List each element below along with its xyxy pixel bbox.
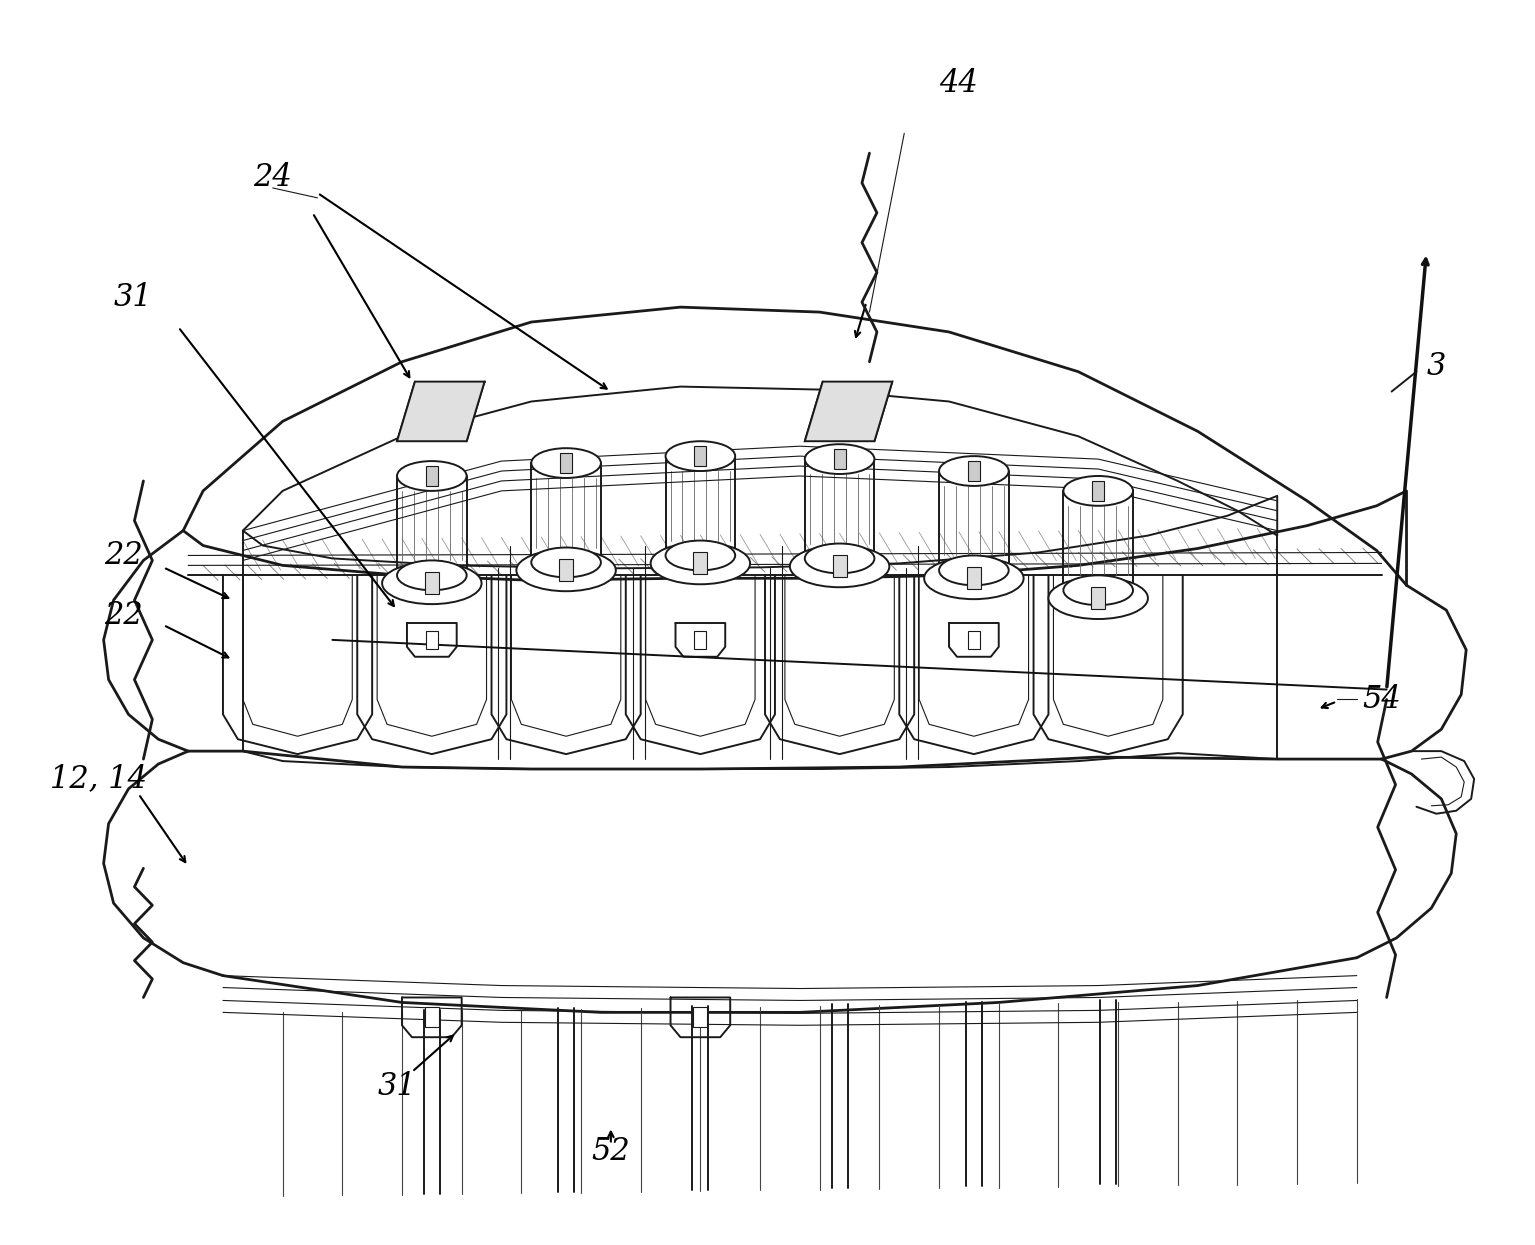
- Bar: [969, 631, 979, 649]
- Ellipse shape: [804, 444, 875, 474]
- Ellipse shape: [516, 549, 616, 591]
- Ellipse shape: [804, 544, 875, 574]
- Ellipse shape: [651, 543, 751, 584]
- Bar: [425, 573, 439, 594]
- Bar: [425, 466, 437, 486]
- Text: 12, 14: 12, 14: [51, 763, 147, 794]
- Ellipse shape: [1064, 575, 1133, 605]
- Ellipse shape: [939, 555, 1008, 585]
- Ellipse shape: [1048, 578, 1148, 619]
- Text: 24: 24: [253, 163, 292, 193]
- Ellipse shape: [398, 461, 467, 491]
- Bar: [425, 1007, 439, 1027]
- Ellipse shape: [791, 545, 889, 588]
- Ellipse shape: [1064, 476, 1133, 505]
- Bar: [694, 553, 708, 574]
- Text: 22: 22: [104, 600, 143, 630]
- Ellipse shape: [666, 441, 735, 471]
- Ellipse shape: [924, 558, 1024, 599]
- Ellipse shape: [382, 563, 482, 604]
- Bar: [694, 631, 706, 649]
- Text: 44: 44: [939, 68, 978, 100]
- Bar: [834, 449, 846, 469]
- Polygon shape: [398, 382, 485, 441]
- Ellipse shape: [939, 456, 1008, 486]
- Text: 3: 3: [1426, 351, 1446, 382]
- Polygon shape: [804, 382, 892, 441]
- Bar: [560, 453, 573, 473]
- Text: 31: 31: [114, 281, 154, 312]
- Text: 52: 52: [591, 1135, 631, 1167]
- Text: 54: 54: [1362, 684, 1401, 715]
- Ellipse shape: [398, 560, 467, 590]
- Bar: [694, 1007, 708, 1027]
- Ellipse shape: [666, 540, 735, 570]
- Bar: [694, 446, 706, 466]
- Text: 22: 22: [104, 540, 143, 571]
- Ellipse shape: [531, 548, 600, 578]
- Bar: [832, 555, 847, 578]
- Bar: [1093, 481, 1104, 500]
- Bar: [967, 568, 981, 589]
- Bar: [1091, 588, 1105, 609]
- Text: 31: 31: [378, 1072, 416, 1102]
- Bar: [559, 559, 573, 581]
- Bar: [969, 461, 979, 481]
- Ellipse shape: [531, 448, 600, 478]
- Bar: [425, 631, 437, 649]
